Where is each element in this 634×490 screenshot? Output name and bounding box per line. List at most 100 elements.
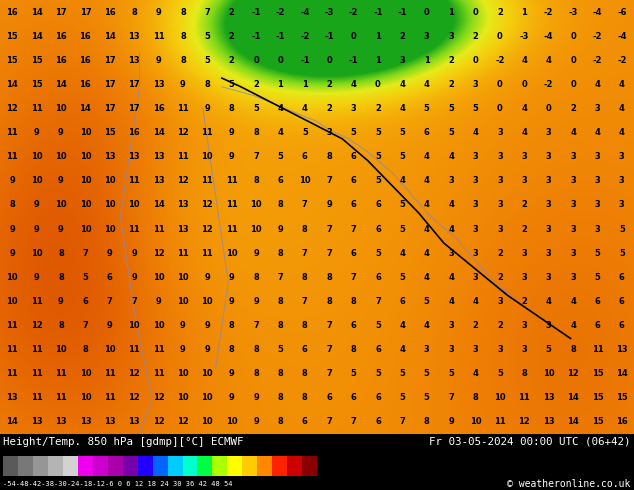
- Text: 10: 10: [55, 104, 67, 113]
- Text: 9: 9: [229, 273, 235, 282]
- Text: 4: 4: [399, 176, 405, 185]
- Text: 7: 7: [82, 321, 88, 330]
- Text: 14: 14: [104, 32, 115, 41]
- Text: 16: 16: [55, 32, 67, 41]
- Text: 8: 8: [58, 248, 64, 258]
- Text: 7: 7: [351, 224, 356, 234]
- Text: 10: 10: [79, 369, 91, 378]
- Text: 6: 6: [375, 393, 381, 402]
- Text: 17: 17: [104, 80, 115, 89]
- Text: 8: 8: [253, 345, 259, 354]
- Text: 4: 4: [278, 104, 283, 113]
- Text: 9: 9: [229, 297, 235, 306]
- Text: 5: 5: [351, 369, 356, 378]
- Text: -2: -2: [495, 56, 505, 65]
- Text: 13: 13: [616, 345, 628, 354]
- Text: 6: 6: [302, 345, 307, 354]
- Text: 4: 4: [472, 369, 479, 378]
- Text: 9: 9: [34, 224, 39, 234]
- Text: 14: 14: [153, 200, 164, 209]
- Text: 6: 6: [351, 321, 356, 330]
- Text: 4: 4: [424, 176, 430, 185]
- Bar: [3, 456, 18, 476]
- Text: 1: 1: [521, 7, 527, 17]
- Text: 11: 11: [226, 176, 238, 185]
- Text: 7: 7: [351, 417, 356, 426]
- Text: 5: 5: [595, 248, 600, 258]
- Text: 8: 8: [278, 321, 283, 330]
- Text: -4: -4: [593, 7, 602, 17]
- Text: 10: 10: [202, 369, 213, 378]
- Text: 3: 3: [570, 248, 576, 258]
- Text: 5: 5: [619, 224, 624, 234]
- Text: 8: 8: [521, 369, 527, 378]
- Text: 11: 11: [202, 248, 213, 258]
- Text: 8: 8: [278, 200, 283, 209]
- Text: 3: 3: [595, 104, 600, 113]
- Text: 8: 8: [253, 369, 259, 378]
- Text: 3: 3: [546, 152, 552, 161]
- Text: 3: 3: [448, 345, 454, 354]
- Text: 0: 0: [497, 104, 503, 113]
- Text: 10: 10: [79, 128, 91, 137]
- Text: 8: 8: [302, 224, 307, 234]
- Text: 16: 16: [55, 56, 67, 65]
- Bar: [63, 456, 78, 476]
- Text: 12: 12: [30, 321, 42, 330]
- Text: 11: 11: [128, 224, 140, 234]
- Text: 3: 3: [424, 32, 430, 41]
- Text: 10: 10: [104, 224, 115, 234]
- Text: 10: 10: [128, 200, 140, 209]
- Text: 11: 11: [6, 152, 18, 161]
- Text: 8: 8: [351, 297, 356, 306]
- Bar: [33, 456, 48, 476]
- Text: 2: 2: [327, 80, 332, 89]
- Text: 4: 4: [448, 297, 454, 306]
- Text: Fr 03-05-2024 00:00 UTC (06+42): Fr 03-05-2024 00:00 UTC (06+42): [429, 437, 631, 447]
- Text: 0: 0: [253, 56, 259, 65]
- Text: 9: 9: [327, 200, 332, 209]
- Text: 4: 4: [619, 104, 624, 113]
- Text: 5: 5: [278, 152, 283, 161]
- Text: 8: 8: [229, 321, 235, 330]
- Text: 16: 16: [79, 56, 91, 65]
- Text: 8: 8: [302, 369, 307, 378]
- Text: 0: 0: [570, 32, 576, 41]
- Text: 6: 6: [375, 417, 381, 426]
- Text: 5: 5: [399, 128, 405, 137]
- Text: 4: 4: [472, 128, 479, 137]
- Bar: [108, 456, 123, 476]
- Text: 7: 7: [327, 345, 332, 354]
- Text: 1: 1: [448, 7, 454, 17]
- Text: 3: 3: [595, 176, 600, 185]
- Text: 5: 5: [375, 176, 381, 185]
- Text: -1: -1: [300, 56, 309, 65]
- Text: -1: -1: [373, 7, 383, 17]
- Text: 3: 3: [497, 297, 503, 306]
- Text: 15: 15: [104, 128, 115, 137]
- Text: 3: 3: [472, 176, 479, 185]
- Text: 7: 7: [375, 297, 381, 306]
- Text: 4: 4: [351, 80, 356, 89]
- Text: -4: -4: [617, 32, 626, 41]
- Text: 8: 8: [131, 7, 137, 17]
- Text: 2: 2: [399, 32, 405, 41]
- Text: 6: 6: [375, 273, 381, 282]
- Text: 5: 5: [302, 128, 307, 137]
- Text: 0: 0: [570, 80, 576, 89]
- Text: 8: 8: [327, 273, 332, 282]
- Text: 5: 5: [204, 56, 210, 65]
- Text: 14: 14: [30, 7, 42, 17]
- Text: 5: 5: [399, 200, 405, 209]
- Text: 5: 5: [424, 369, 430, 378]
- Text: 9: 9: [107, 321, 113, 330]
- Text: 4: 4: [546, 297, 552, 306]
- Text: 2: 2: [497, 321, 503, 330]
- Text: 9: 9: [229, 128, 235, 137]
- Text: 1: 1: [375, 56, 381, 65]
- Text: 1: 1: [278, 80, 283, 89]
- Text: 8: 8: [180, 7, 186, 17]
- Text: 14: 14: [30, 32, 42, 41]
- Text: 11: 11: [177, 152, 189, 161]
- Text: 5: 5: [82, 273, 88, 282]
